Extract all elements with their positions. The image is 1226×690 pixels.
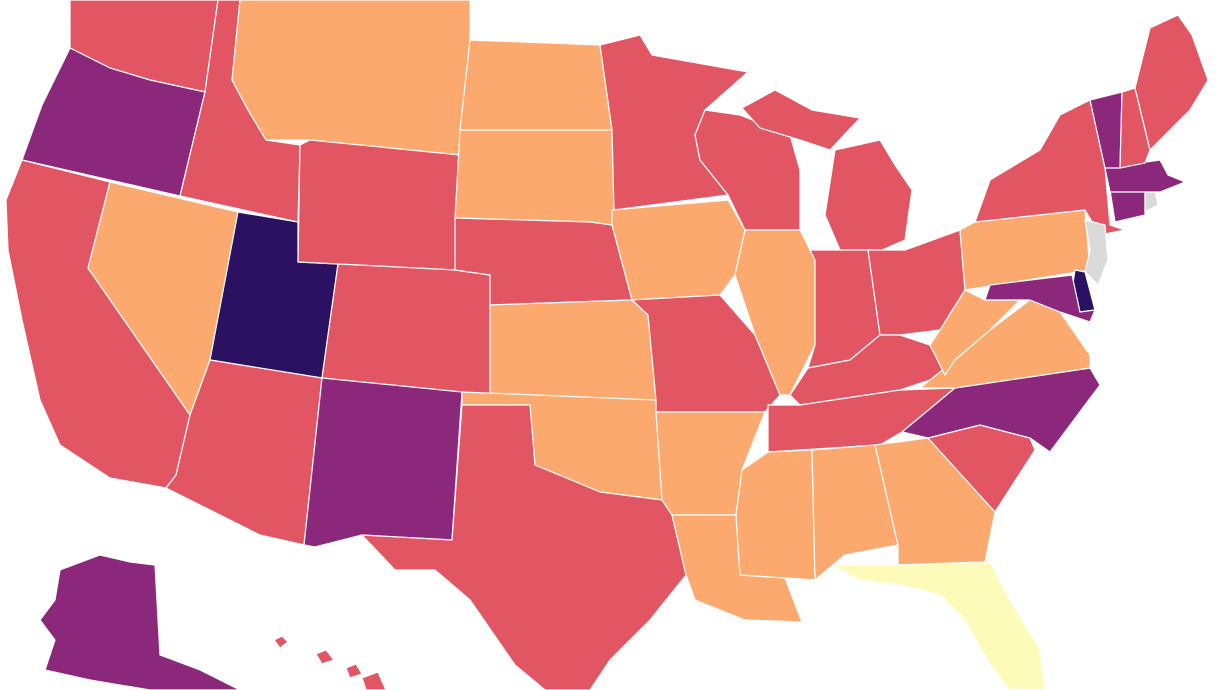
state-ct[interactable] xyxy=(1109,189,1146,223)
state-co[interactable] xyxy=(321,263,491,396)
state-sd[interactable] xyxy=(454,129,615,226)
state-pa[interactable] xyxy=(959,209,1091,291)
state-mt[interactable] xyxy=(231,0,471,156)
state-al[interactable] xyxy=(811,444,899,581)
state-hi-oahu[interactable] xyxy=(315,649,335,665)
state-hi-maui[interactable] xyxy=(345,663,363,679)
state-ak[interactable] xyxy=(39,554,241,690)
state-nh[interactable] xyxy=(1119,87,1151,169)
state-ia[interactable] xyxy=(611,199,746,301)
state-nd[interactable] xyxy=(459,39,613,131)
state-wy[interactable] xyxy=(297,139,461,271)
state-hi-kauai[interactable] xyxy=(273,635,289,649)
state-ms[interactable] xyxy=(735,449,816,581)
state-hi-big-island[interactable] xyxy=(361,671,387,690)
state-hi-group xyxy=(273,635,387,690)
state-nj[interactable] xyxy=(1084,219,1109,286)
state-md[interactable] xyxy=(984,274,1096,323)
state-fl[interactable] xyxy=(831,561,1046,690)
state-mi[interactable] xyxy=(824,139,913,251)
state-me[interactable] xyxy=(1134,14,1209,151)
state-ma[interactable] xyxy=(1104,159,1186,193)
state-ri[interactable] xyxy=(1144,189,1159,213)
state-tx[interactable] xyxy=(361,404,687,690)
state-nm[interactable] xyxy=(303,377,463,548)
state-ks[interactable] xyxy=(489,299,657,401)
state-mi-upper[interactable] xyxy=(741,89,861,151)
